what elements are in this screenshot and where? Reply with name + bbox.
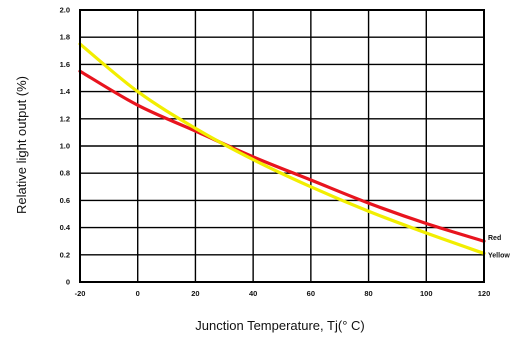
series-lines bbox=[78, 42, 486, 256]
x-tick-label: 80 bbox=[364, 289, 372, 298]
y-tick-label: 0.2 bbox=[60, 250, 70, 259]
x-tick-label: 100 bbox=[420, 289, 433, 298]
plot-frame bbox=[79, 9, 485, 283]
y-tick-label: 1.0 bbox=[60, 142, 70, 151]
y-tick-label: 1.8 bbox=[60, 33, 70, 42]
y-tick-label: 0 bbox=[66, 278, 70, 287]
y-tick-label: 0.4 bbox=[60, 223, 71, 232]
x-tick-label: 20 bbox=[191, 289, 199, 298]
x-tick-label: 0 bbox=[136, 289, 140, 298]
x-tick-label: -20 bbox=[75, 289, 86, 298]
series-labels: Red Yellow bbox=[488, 235, 510, 259]
y-tick-label: 1.6 bbox=[60, 60, 70, 69]
series-line-yellow bbox=[78, 42, 486, 256]
y-tick-label: 2.0 bbox=[60, 6, 70, 15]
x-axis-label: Junction Temperature, Tj(° C) bbox=[195, 318, 364, 333]
series-label-yellow: Yellow bbox=[488, 252, 510, 259]
series-line-red bbox=[78, 69, 486, 243]
x-tick-label: 60 bbox=[307, 289, 315, 298]
y-tick-label: 1.4 bbox=[60, 87, 71, 96]
horizontal-gridlines bbox=[80, 9, 484, 283]
series-label-red: Red bbox=[488, 235, 501, 242]
x-tick-label: 40 bbox=[249, 289, 257, 298]
y-tick-labels: 0 0.2 0.4 0.6 0.8 1.0 1.2 1.4 1.6 1.8 2.0 bbox=[60, 6, 71, 287]
x-tick-labels: -20 0 20 40 60 80 100 120 bbox=[75, 289, 491, 298]
y-tick-label: 1.2 bbox=[60, 114, 70, 123]
y-tick-label: 0.8 bbox=[60, 169, 70, 178]
y-tick-label: 0.6 bbox=[60, 196, 70, 205]
y-axis-label: Relative light output (%) bbox=[14, 76, 29, 214]
x-tick-label: 120 bbox=[478, 289, 491, 298]
